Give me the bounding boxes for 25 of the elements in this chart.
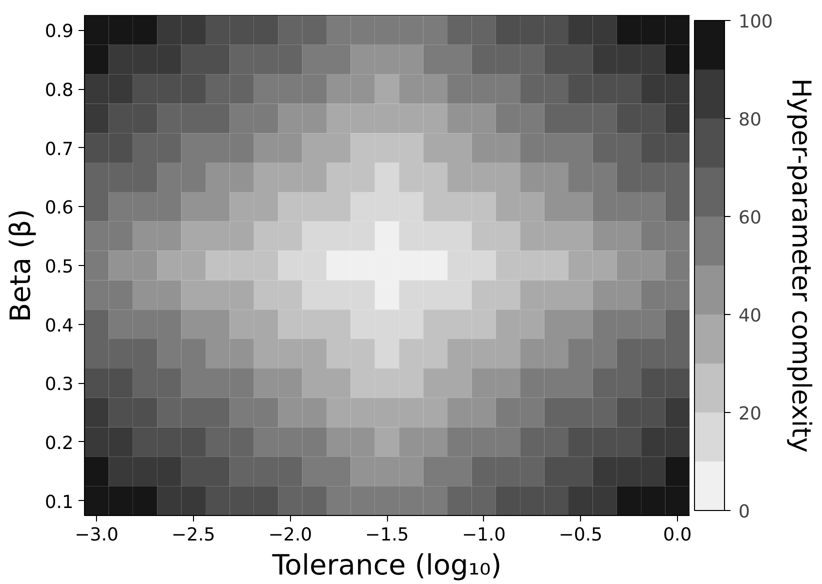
x-tick-label: 0.0: [663, 524, 692, 546]
y-tick-label: 0.7: [44, 138, 74, 160]
color-bar-label: 80: [738, 110, 762, 130]
x-tick-label: −0.5: [558, 524, 602, 546]
x-tick-label: −1.5: [365, 524, 409, 546]
x-tick-label: −2.0: [268, 524, 312, 546]
x-tick-label: −3.0: [74, 524, 118, 546]
y-tick-label: 0.8: [44, 80, 74, 102]
y-axis-title: Beta (β): [4, 208, 37, 322]
color-bar-label: 100: [738, 12, 773, 32]
color-bar-title: Hyper-parameter complexity: [786, 78, 816, 453]
y-tick-label: 0.6: [44, 198, 74, 219]
color-bar-label: 40: [738, 306, 762, 326]
x-tick-label: −1.0: [462, 524, 506, 546]
y-tick-label: 0.4: [44, 315, 74, 336]
x-axis-title: Tolerance (log₁₀): [271, 548, 502, 582]
y-tick-label: 0.1: [44, 492, 74, 513]
color-bar-label: 0: [738, 502, 750, 522]
color-bar-label: 20: [738, 404, 762, 424]
y-tick-label: 0.3: [44, 374, 74, 396]
y-tick-label: 0.2: [44, 432, 74, 454]
y-tick-label: 0.9: [44, 21, 74, 42]
color-bar-label: 60: [738, 208, 762, 228]
x-tick-label: −2.5: [172, 524, 216, 546]
y-tick-label: 0.5: [44, 256, 74, 278]
